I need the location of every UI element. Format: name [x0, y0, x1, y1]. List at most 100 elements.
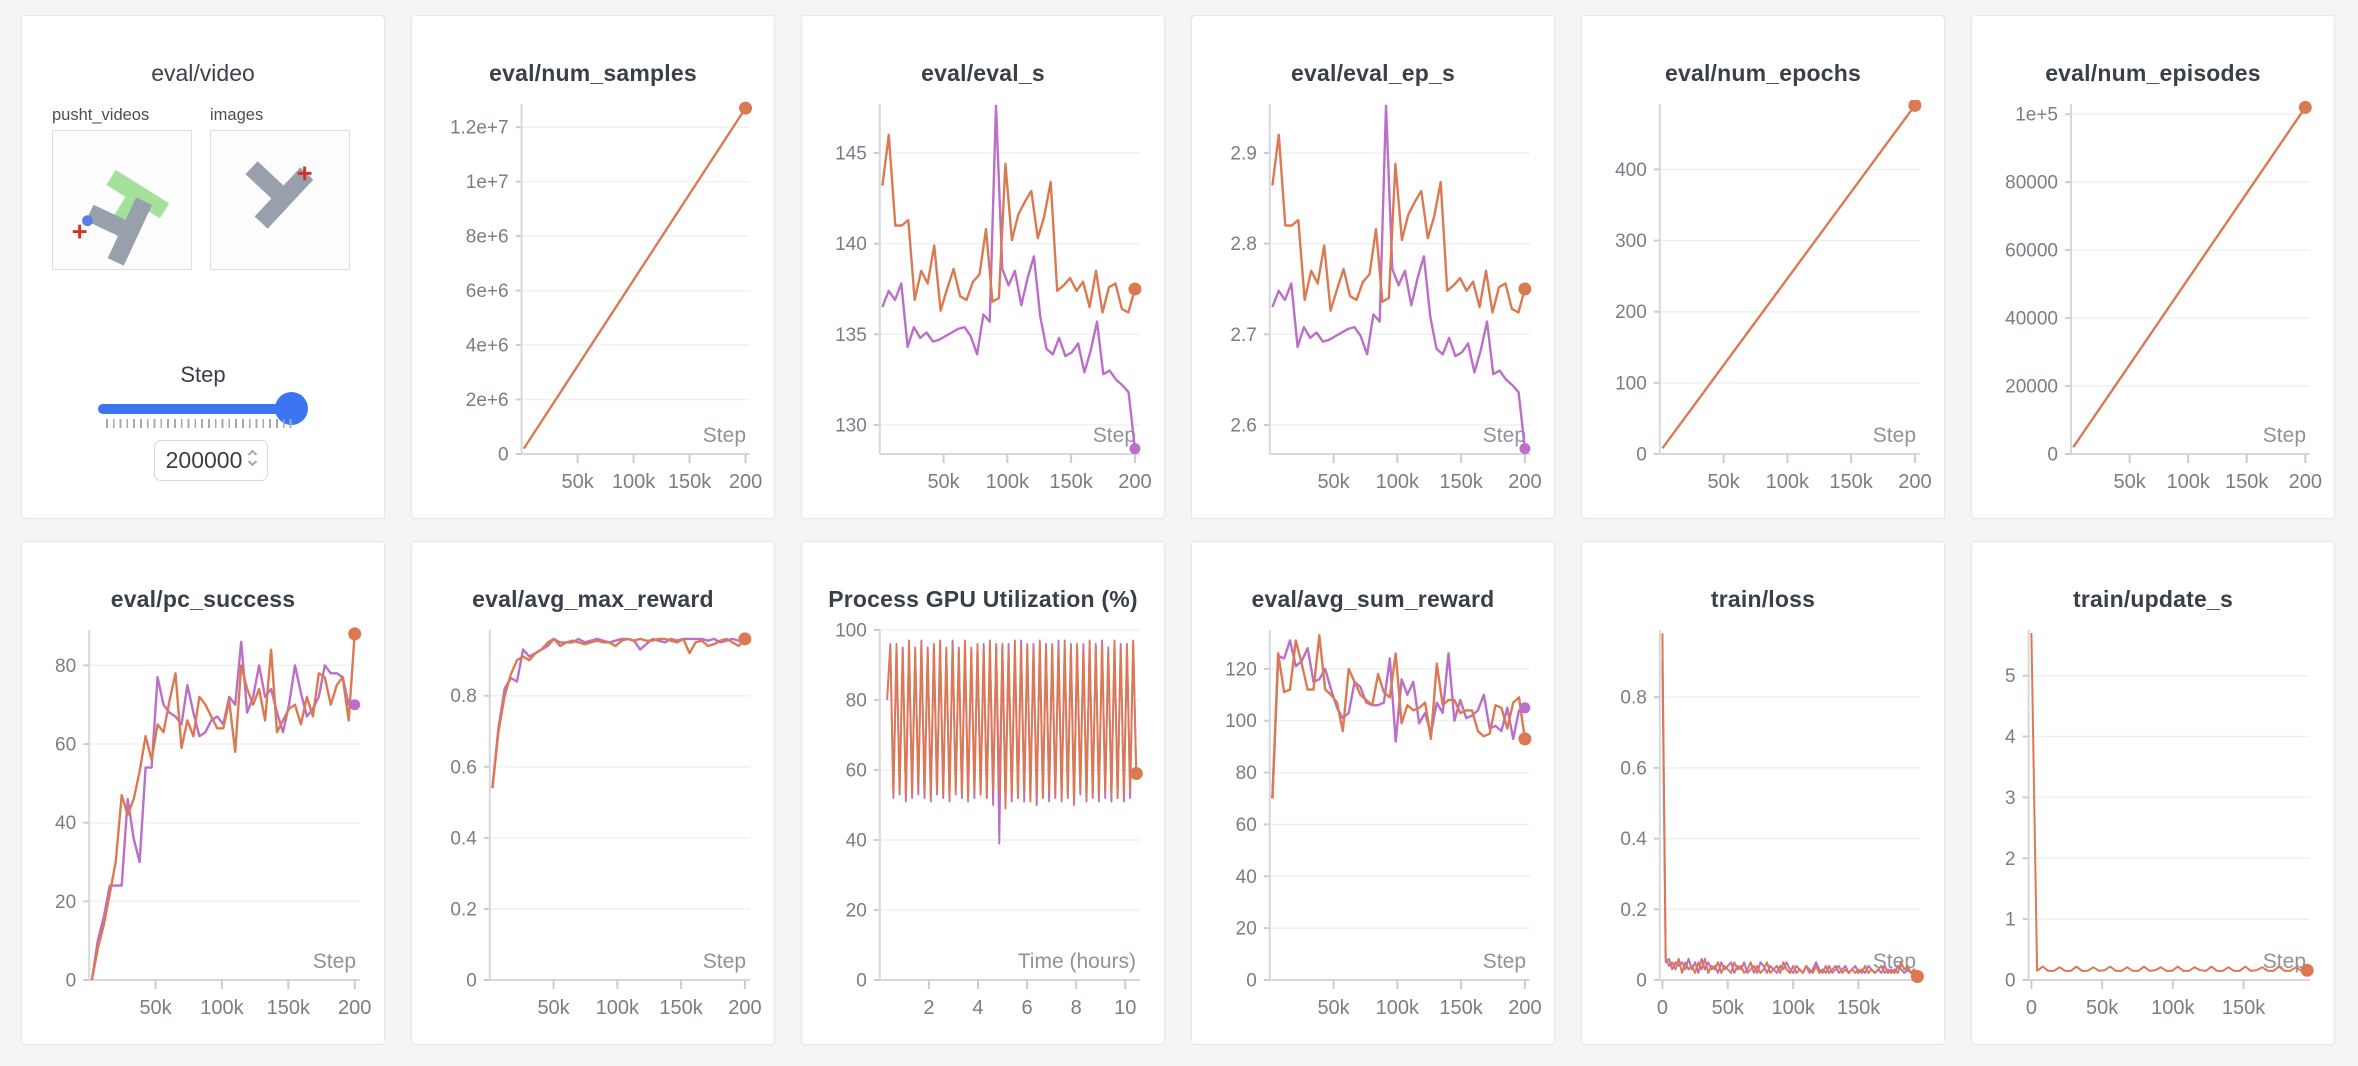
svg-text:150k: 150k [1439, 997, 1483, 1019]
svg-text:0.8: 0.8 [1620, 688, 1646, 709]
plot-eval-num-samples[interactable]: 0 2e+6 4e+6 6e+6 8e+6 1e+7 1.2e+7 50k 100k 150k 20… [412, 16, 776, 520]
svg-text:100k: 100k [2166, 471, 2210, 493]
svg-text:40000: 40000 [2005, 309, 2058, 330]
step-value: 200000 [165, 447, 243, 473]
svg-text:8: 8 [1071, 997, 1082, 1019]
svg-text:0.6: 0.6 [450, 757, 476, 778]
svg-text:50k: 50k [927, 471, 960, 493]
svg-text:Time (hours): Time (hours) [1018, 950, 1136, 973]
plot-eval-eval-ep-s[interactable]: 2.6 2.7 2.8 2.9 50k 100k 150k 200 Step [1192, 16, 1556, 520]
svg-text:0: 0 [66, 971, 77, 992]
svg-text:50k: 50k [2113, 471, 2146, 493]
plot-eval-num-epochs[interactable]: 0 100 200 300 400 50k 100k 150k 200 Step [1582, 16, 1946, 520]
step-slider-label: Step [180, 362, 226, 387]
svg-text:6e+6: 6e+6 [466, 281, 509, 302]
svg-text:135: 135 [835, 325, 867, 346]
chart-title: eval/avg_sum_reward [1251, 586, 1495, 612]
svg-text:2.9: 2.9 [1230, 143, 1256, 164]
panel-row-1: eval/video pusht_videos images [21, 15, 2335, 519]
svg-text:80000: 80000 [2005, 173, 2058, 194]
svg-text:Step: Step [1483, 950, 1526, 973]
plot-gpu-utilization[interactable]: 0 20 40 60 80 100 2 4 6 8 10 Time (hours) [802, 542, 1166, 1046]
svg-text:2.7: 2.7 [1230, 325, 1256, 346]
svg-text:Step: Step [2263, 424, 2306, 447]
plot-eval-avg-sum-reward[interactable]: 0 20 40 60 80 100 120 50k 100k 150k 200 Step [1192, 542, 1556, 1046]
svg-text:0: 0 [498, 445, 509, 466]
svg-text:300: 300 [1615, 231, 1647, 252]
svg-text:100k: 100k [596, 997, 640, 1019]
chart-title: Process GPU Utilization (%) [828, 586, 1138, 612]
svg-text:0.4: 0.4 [450, 828, 477, 849]
plot-eval-avg-max-reward[interactable]: 0 0.2 0.4 0.6 0.8 50k 100k 150k 200 Step [412, 542, 776, 1046]
svg-text:150k: 150k [2225, 471, 2269, 493]
svg-text:20: 20 [55, 892, 76, 913]
svg-text:145: 145 [835, 143, 867, 164]
svg-text:80: 80 [55, 656, 76, 677]
svg-text:Step: Step [313, 950, 356, 973]
pusht-video-render [72, 169, 170, 266]
svg-text:100: 100 [1615, 373, 1647, 394]
svg-text:100k: 100k [1766, 471, 1810, 493]
svg-text:100: 100 [835, 621, 867, 642]
step-number-input[interactable]: 200000 [154, 440, 268, 481]
svg-text:150k: 150k [1829, 471, 1873, 493]
svg-text:0.8: 0.8 [450, 686, 476, 707]
svg-text:0: 0 [2005, 971, 2016, 992]
chart-panel-eval-avg-sum-reward: eval/avg_sum_reward 0 20 40 60 80 100 120 50k 10… [1191, 541, 1555, 1045]
chart-title: eval/num_samples [489, 60, 697, 86]
svg-text:100k: 100k [1376, 997, 1420, 1019]
chart-title: train/loss [1710, 586, 1816, 612]
svg-text:50k: 50k [561, 471, 594, 493]
svg-text:40: 40 [1236, 867, 1257, 888]
svg-text:100k: 100k [612, 471, 656, 493]
chart-title: eval/avg_max_reward [472, 586, 714, 612]
media-panel-eval-video: eval/video pusht_videos images [21, 15, 385, 519]
chart-title: eval/num_epochs [1664, 60, 1862, 86]
images-thumbnail[interactable] [210, 130, 350, 270]
step-slider[interactable] [98, 404, 306, 414]
svg-text:Step: Step [1483, 424, 1526, 447]
svg-text:60: 60 [846, 761, 867, 782]
images-render [245, 161, 314, 229]
svg-text:100k: 100k [1771, 997, 1815, 1019]
svg-text:Step: Step [703, 424, 746, 447]
svg-text:200: 200 [728, 997, 761, 1019]
chart-panel-eval-num-epochs: eval/num_epochs 0 100 200 300 400 50k 100k 150k… [1581, 15, 1945, 519]
svg-text:0.2: 0.2 [1620, 900, 1646, 921]
pusht-video-thumbnail[interactable] [52, 130, 192, 270]
svg-text:0: 0 [1636, 971, 1647, 992]
svg-text:40: 40 [55, 813, 76, 834]
svg-text:80: 80 [1236, 763, 1257, 784]
svg-text:4e+6: 4e+6 [466, 336, 509, 357]
spinner-up-icon[interactable] [247, 449, 258, 457]
svg-text:2.6: 2.6 [1230, 415, 1256, 436]
svg-text:4: 4 [2005, 727, 2016, 748]
svg-text:0: 0 [2047, 445, 2058, 466]
svg-text:2: 2 [923, 997, 934, 1019]
svg-text:150k: 150k [267, 997, 311, 1019]
svg-text:100k: 100k [200, 997, 244, 1019]
chart-panel-eval-eval-ep-s: eval/eval_ep_s 2.6 2.7 2.8 2.9 50k 100k 150k 20… [1191, 15, 1555, 519]
chart-panel-eval-pc-success: eval/pc_success 0 20 40 60 80 50k 100k 150k 200 S… [21, 541, 385, 1045]
svg-text:0: 0 [856, 971, 867, 992]
svg-text:200: 200 [729, 471, 762, 493]
svg-text:100k: 100k [986, 471, 1030, 493]
step-spinner [247, 449, 258, 467]
svg-text:0: 0 [1246, 971, 1257, 992]
step-slider-tickmarks [106, 419, 294, 428]
svg-text:150k: 150k [1837, 997, 1881, 1019]
svg-text:80: 80 [846, 691, 867, 712]
image-thumb-label: images [210, 106, 264, 124]
spinner-down-icon[interactable] [247, 459, 258, 467]
svg-text:6: 6 [1022, 997, 1033, 1019]
svg-text:150k: 150k [659, 997, 703, 1019]
svg-text:150k: 150k [2222, 997, 2266, 1019]
plot-eval-num-episodes[interactable]: 0 20000 40000 60000 80000 1e+5 50k 100k 150k 200 S… [1972, 16, 2336, 520]
svg-text:200: 200 [1615, 302, 1647, 323]
plot-eval-pc-success[interactable]: 0 20 40 60 80 50k 100k 150k 200 Step [22, 542, 386, 1046]
panel-grid: eval/video pusht_videos images [21, 15, 2335, 1045]
svg-text:0: 0 [1636, 445, 1647, 466]
plot-eval-eval-s[interactable]: 130 135 140 145 50k 100k 150k 200 Step [802, 16, 1166, 520]
